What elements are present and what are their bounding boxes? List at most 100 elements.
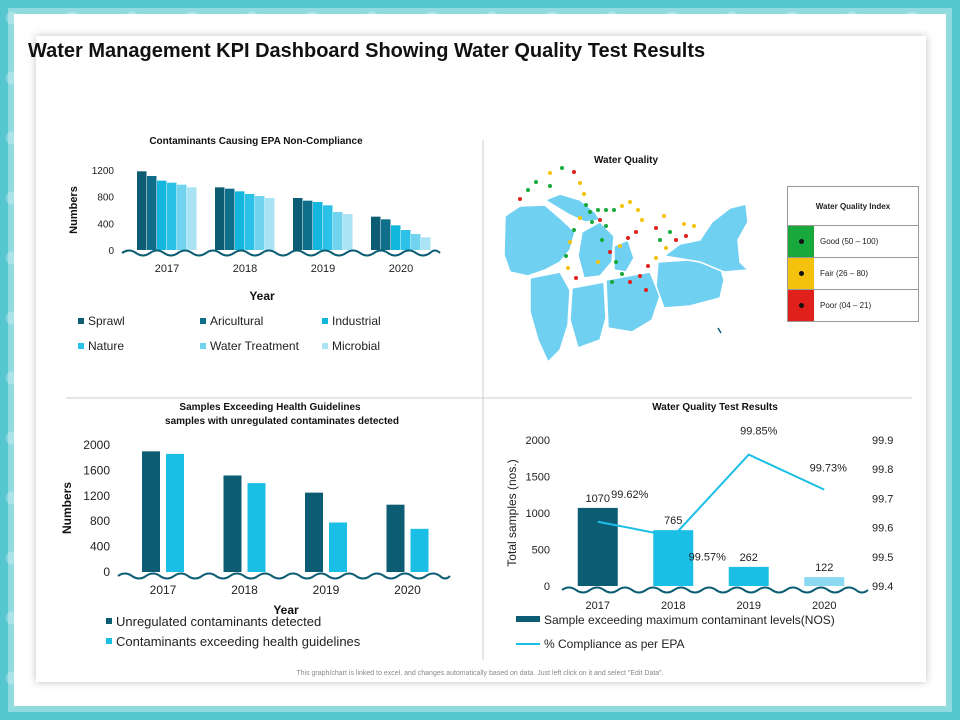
map-sample-dot (634, 230, 638, 234)
footer-note: This graph/chart is linked to excel, and… (296, 670, 664, 677)
water-quality-title: Water Quality (594, 155, 659, 166)
test-results-y-tick: 0 (544, 581, 550, 593)
contaminants-legend-label: Microbial (332, 339, 380, 353)
map-sample-dot (582, 192, 586, 196)
contaminants-legend-swatch (78, 343, 84, 349)
health-legend-swatch (106, 618, 112, 624)
contaminants-x-tick: 2019 (311, 263, 335, 275)
map-sample-dot (638, 274, 642, 278)
health-x-tick: 2017 (150, 583, 177, 597)
map-sample-dot (560, 166, 564, 170)
health-y-tick: 400 (90, 540, 110, 554)
contaminants-bar (157, 180, 167, 250)
bullet-icon (798, 239, 804, 244)
contaminants-legend-label: Industrial (332, 314, 381, 328)
map-sample-dot (644, 288, 648, 292)
test-results-y2-tick: 99.9 (872, 435, 893, 447)
health-x-tick: 2020 (394, 583, 421, 597)
map-sample-dot (548, 184, 552, 188)
wqi-swatch-good (788, 226, 814, 257)
contaminants-bar (147, 176, 157, 250)
contaminants-bar (303, 200, 313, 250)
contaminants-legend-label: Water Treatment (210, 339, 300, 353)
contaminants-axis-wave (121, 249, 441, 257)
test-results-y2-tick: 99.8 (872, 464, 893, 476)
wqi-label-good: Good (50 – 100) (820, 237, 879, 246)
test-results-bar-label: 262 (740, 552, 758, 564)
map-sample-dot (692, 224, 696, 228)
test-results-y-tick: 1000 (526, 508, 550, 520)
health-x-tick: 2019 (313, 583, 340, 597)
map-sample-dot (608, 250, 612, 254)
test-results-y-label: Total samples (nos.) (505, 459, 519, 566)
health-legend-label: Contaminants exceeding health guidelines (116, 634, 361, 649)
map-sample-dot (578, 181, 582, 185)
map-sample-dot (596, 260, 600, 264)
test-results-legend-swatch (516, 616, 540, 622)
health-bar (305, 492, 323, 572)
map-sample-dot (534, 180, 538, 184)
contaminants-bar (225, 188, 235, 250)
map-sample-dot (566, 266, 570, 270)
contaminants-x-tick: 2018 (233, 263, 257, 275)
contaminants-legend-label: Sprawl (88, 314, 125, 328)
map-sample-dot (664, 246, 668, 250)
map-region-ohio (605, 271, 661, 333)
map-sample-dot (636, 208, 640, 212)
test-results-axis-wave (561, 586, 869, 594)
map-sample-dot (674, 238, 678, 242)
map-sample-dot (662, 214, 666, 218)
map-sample-dot (614, 260, 618, 264)
wqi-row-good: Good (50 – 100) (788, 226, 918, 258)
contaminants-x-tick: 2017 (155, 263, 179, 275)
map-region-new-york (662, 203, 750, 273)
map-sample-dot (526, 188, 530, 192)
map-sample-dot (598, 218, 602, 222)
contaminants-bar (343, 214, 353, 250)
map-region-indiana (569, 281, 607, 349)
contaminants-bar (265, 198, 275, 250)
health-chart-title: Samples Exceeding Health Guidelines (179, 402, 361, 413)
health-y-tick: 0 (103, 565, 110, 579)
test-results-x-tick: 2018 (661, 600, 685, 612)
map-sample-dot (564, 254, 568, 258)
map-sample-dot (682, 222, 686, 226)
page-title: Water Management KPI Dashboard Showing W… (28, 40, 706, 62)
health-bar (166, 453, 184, 572)
map-sample-dot (610, 280, 614, 284)
test-results-bar (577, 507, 618, 586)
map-sample-dot (626, 236, 630, 240)
map-region-west (503, 204, 576, 277)
contaminants-legend-swatch (200, 318, 206, 324)
contaminants-legend-swatch (322, 318, 328, 324)
contaminants-bar (177, 184, 187, 250)
contaminants-bar (391, 225, 401, 250)
test-results-y2-tick: 99.5 (872, 552, 893, 564)
health-bar (410, 528, 429, 572)
health-legend-label: Unregulated contaminants detected (116, 614, 321, 629)
test-results-y-tick: 2000 (526, 435, 550, 447)
health-y-label: Numbers (60, 482, 74, 534)
map-sample-dot (568, 240, 572, 244)
health-bar (142, 451, 160, 572)
test-results-bar (653, 530, 694, 586)
test-results-x-tick: 2020 (812, 600, 836, 612)
contaminants-legend-swatch (200, 343, 206, 349)
health-chart-subtitle: samples with unregulated contaminates de… (165, 416, 399, 427)
map-sample-dot (628, 200, 632, 204)
map-sample-dot (654, 256, 658, 260)
contaminants-bar (381, 219, 391, 250)
test-results-bar (804, 577, 845, 586)
health-y-tick: 1200 (83, 489, 110, 503)
wqi-row-poor: Poor (04 – 21) (788, 290, 918, 321)
test-results-y2-tick: 99.7 (872, 493, 893, 505)
map-sample-dot (588, 210, 592, 214)
contaminants-bar (137, 171, 147, 250)
contaminants-y-tick: 800 (97, 193, 114, 204)
compliance-point-label: 99.57% (689, 551, 727, 563)
compliance-point-label: 99.73% (810, 463, 848, 475)
contaminants-bar (167, 182, 177, 250)
map-sample-dot (578, 216, 582, 220)
map-sample-dot (618, 244, 622, 248)
contaminants-bar (293, 198, 303, 250)
